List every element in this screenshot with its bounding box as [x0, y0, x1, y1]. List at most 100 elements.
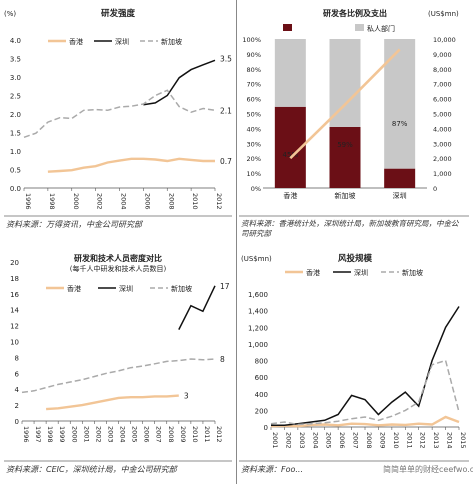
x-tick-label: 1998	[46, 426, 54, 443]
data-label: 17	[220, 282, 230, 291]
y-tick-label: 1.5	[10, 130, 21, 138]
data-label: 0.7	[220, 157, 232, 166]
y-tick-label: 90%	[247, 51, 261, 59]
x-tick-label: 1999	[58, 426, 66, 443]
y-tick-label: 3.0	[10, 74, 21, 82]
x-tick-label: 2011	[203, 426, 211, 443]
y-tick-label: 200	[255, 407, 268, 415]
legend-label: 新加坡	[171, 284, 192, 293]
y-tick-label: 4	[15, 386, 20, 394]
x-tick-label: 2002	[94, 426, 102, 443]
data-label: 8	[220, 355, 225, 364]
series-line-1	[271, 306, 460, 427]
chart-rd-split: 研发各比例及支出 (US$mn) 0% 10% 20% 30% 40% 50% 60% 70% 80…	[239, 8, 469, 217]
data-label: 2.1	[220, 106, 232, 115]
y2-tick-label: 1,000	[433, 170, 452, 178]
legend-label: 政府及公共部门	[295, 24, 344, 33]
panel-rd-intensity: (%) 研发强度 0.0 0.5 1.0 1.5 2.0 2.5 3.0 3.5 4.0 1996 19…	[0, 0, 236, 242]
panel-rd-split: 研发各比例及支出 (US$mn) 0% 10% 20% 30% 40% 50% 60% 70% 80…	[237, 0, 473, 242]
y-tick-label: 0.0	[10, 185, 21, 193]
x-tick-label: 2004	[311, 432, 319, 449]
x-tick-label: 2001	[271, 432, 279, 449]
x-tick-label: 2013	[432, 432, 440, 449]
x-tick-label: 2005	[325, 432, 333, 449]
bar-label: 87%	[392, 120, 408, 128]
x-tick-label: 2009	[179, 426, 187, 443]
x-tick-label: 2006	[143, 426, 151, 443]
x-tick-label: 2004	[119, 426, 127, 443]
x-tick-label: 2006	[143, 193, 151, 210]
y2-tick-label: 2,000	[433, 155, 452, 163]
series-line-1	[178, 285, 216, 330]
y-tick-label: 70%	[247, 81, 261, 89]
y2-tick-label: 9,000	[433, 51, 452, 59]
y2-tick-label: 3,000	[433, 140, 452, 148]
x-tick-label: 2008	[167, 426, 175, 443]
x-tick-label: 2012	[419, 432, 427, 449]
chart-rd-intensity: (%) 研发强度 0.0 0.5 1.0 1.5 2.0 2.5 3.0 3.5 4.0 1996 19…	[4, 8, 232, 217]
y-tick-label: 400	[255, 391, 268, 399]
y2-tick-label: 4,000	[433, 125, 452, 133]
legend-label: 深圳	[119, 284, 133, 293]
x-tick-label: 1996	[22, 426, 30, 443]
panel-rd-personnel: 研发和技术人员密度对比 (每千人中研发和技术人员数目) 0 2 4 6 8 10 12 14 16 1…	[0, 242, 236, 484]
y-tick-label: 0	[264, 424, 268, 432]
y-tick-label: 0	[15, 418, 19, 426]
y-tick-label: 10	[10, 339, 19, 347]
bar-segment-1	[329, 39, 361, 127]
legend-label: 香港	[69, 37, 83, 46]
x-tick-label: 香港	[283, 191, 297, 200]
y-tick-label: 8	[15, 354, 19, 362]
y-tick-label: 10%	[247, 170, 261, 178]
y2-tick-label: 10,000	[433, 36, 456, 44]
x-tick-label: 2003	[298, 432, 306, 449]
y-tick-label: 20%	[247, 155, 261, 163]
chart-title: 风投规模	[338, 253, 373, 264]
y-tick-label: 0.5	[10, 167, 21, 175]
y-tick-label: 1,200	[248, 324, 268, 332]
x-tick-label: 2014	[446, 432, 454, 449]
x-tick-label: 2010	[191, 426, 199, 443]
y2-tick-label: 6,000	[433, 96, 452, 104]
y-tick-label: 30%	[247, 140, 261, 148]
chart-title: 研发强度	[101, 8, 136, 19]
y-tick-label: 2.5	[10, 93, 21, 101]
x-tick-label: 新加坡	[335, 191, 356, 200]
x-tick-label: 2010	[392, 432, 400, 449]
chart-rd-personnel: 研发和技术人员密度对比(每千人中研发和技术人员数目) 0 2 4 6 8 10 12 14 16 1…	[4, 253, 232, 462]
y-tick-label: 2.0	[10, 111, 21, 119]
series-line-1	[143, 59, 216, 106]
x-tick-label: 2002	[284, 432, 292, 449]
legend-label: 新加坡	[161, 37, 182, 46]
legend-label: 香港	[67, 284, 81, 293]
series-line-2	[23, 89, 216, 139]
y-tick-label: 20	[10, 259, 19, 267]
x-tick-label: 1996	[24, 193, 32, 210]
x-tick-label: 2004	[120, 193, 128, 210]
series-line-0	[46, 394, 179, 411]
legend-label: 深圳	[354, 268, 368, 277]
y2-tick-label: 5,000	[433, 111, 452, 119]
bar-segment-1	[274, 39, 306, 107]
x-tick-label: 1998	[48, 193, 56, 210]
y-tick-label: 80%	[247, 66, 261, 74]
series-line-2	[21, 358, 216, 394]
x-tick-label: 2001	[82, 426, 90, 443]
legend-label: 香港	[306, 268, 320, 277]
y-tick-label: 600	[255, 374, 268, 382]
y-tick-label: 18	[10, 275, 19, 283]
y-tick-label: 60%	[247, 96, 261, 104]
y-tick-label: 2	[15, 402, 19, 410]
series-line-0	[47, 157, 215, 173]
x-tick-label: 深圳	[393, 191, 407, 200]
y-tick-label: 4.0	[10, 37, 21, 45]
legend-label: 深圳	[115, 37, 129, 46]
series-line-2	[270, 359, 460, 426]
y-tick-label: 1,600	[248, 291, 268, 299]
source-note: 资料来源：Foo...	[241, 465, 304, 474]
y-tick-label: 14	[10, 307, 19, 315]
unit-label: (US$mn)	[428, 10, 459, 18]
legend-label: 新加坡	[402, 268, 423, 277]
chart-venture-capital: (US$mn) 风投规模 0 200 400 600 800 1,000 1,200 1,400 1…	[239, 253, 469, 462]
source-note: 资料来源：CEIC，深圳统计局，中金公司研究部	[6, 465, 177, 474]
